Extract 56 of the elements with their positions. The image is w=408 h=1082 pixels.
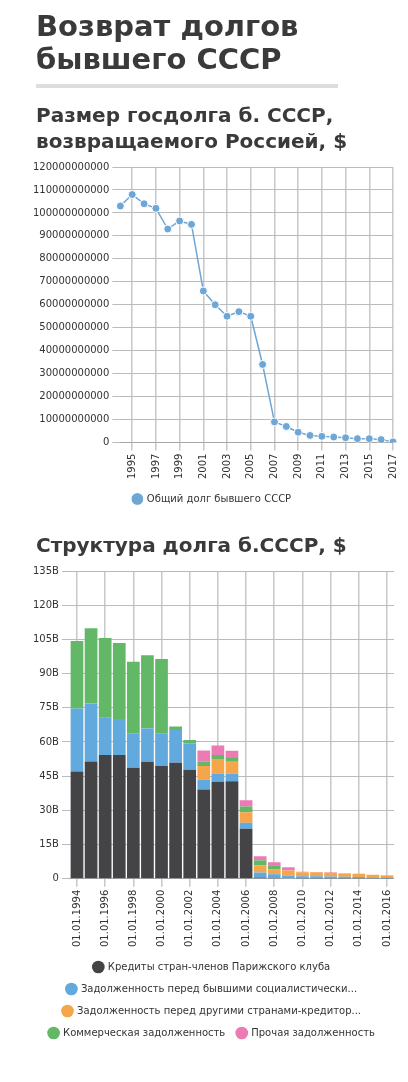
x-tick-label: 2005 (244, 453, 256, 479)
x-tick-label: 01.01.2004 (211, 889, 223, 948)
x-tick-label: 01.01.2016 (380, 889, 392, 948)
y-tick-label: 80000000000 (39, 252, 110, 264)
chart-title: Возврат долгов бывшего СССР (36, 9, 338, 88)
x-tick-label: 01.01.2000 (155, 889, 167, 948)
x-tick-label: 2017 (386, 453, 398, 479)
y-tick-label: 75B (39, 701, 60, 713)
x-tick-label: 2003 (220, 453, 232, 479)
x-tick-label: 2009 (291, 453, 303, 479)
chart-title: Структура долга б.СССР, $ (36, 532, 348, 558)
x-tick-label: 01.01.2008 (267, 889, 279, 948)
y-tick-label: 40000000000 (39, 344, 110, 356)
y-tick-label: 135B (32, 564, 60, 576)
chart-subtitle: Размер госдолга б. СССР, возвращаемого Россией, $ (36, 102, 349, 154)
x-tick-label: 01.01.1996 (98, 889, 110, 948)
x-tick-label: 2001 (196, 453, 208, 479)
x-tick-label: 01.01.2012 (324, 889, 336, 948)
y-tick-label: 30B (39, 803, 60, 815)
y-tick-label: 50000000000 (39, 321, 110, 333)
x-tick-label: 2013 (339, 453, 351, 479)
legend-label: Прочая задолженность (251, 1026, 376, 1038)
legend-label: Коммерческая задолженность (63, 1026, 226, 1038)
y-tick-label: 90000000000 (39, 229, 110, 241)
legend-label: Задолженность перед другими странами-кредитор... (76, 1004, 362, 1016)
y-tick-label: 105B (32, 632, 60, 644)
y-tick-label: 60000000000 (39, 298, 110, 310)
legend-label: Кредиты стран-членов Парижского клуба (107, 960, 331, 972)
y-tick-label: 0 (52, 872, 59, 884)
y-tick-label: 100000000000 (32, 206, 110, 218)
y-tick-label: 20000000000 (39, 390, 110, 402)
y-tick-label: 110000000000 (32, 183, 110, 195)
x-tick-label: 1997 (149, 453, 161, 479)
x-tick-label: 2007 (268, 453, 280, 479)
x-tick-label: 01.01.1994 (70, 889, 82, 948)
x-tick-label: 01.01.1998 (126, 889, 138, 948)
x-tick-label: 2015 (362, 453, 374, 479)
x-tick-label: 1999 (173, 453, 185, 479)
y-tick-label: 60B (39, 735, 60, 747)
x-tick-label: 01.01.2002 (183, 889, 195, 948)
y-tick-label: 45B (39, 769, 60, 781)
legend-label: Общий долг бывшего СССР (146, 492, 292, 504)
y-tick-label: 30000000000 (39, 367, 110, 379)
y-tick-label: 15B (39, 838, 60, 850)
y-tick-label: 10000000000 (39, 413, 110, 425)
y-tick-label: 70000000000 (39, 275, 110, 287)
legend-label: Задолженность перед бывшими социалистически... (80, 982, 358, 994)
x-tick-label: 01.01.2014 (352, 889, 364, 948)
y-tick-label: 120000000000 (32, 160, 110, 172)
y-tick-label: 90B (39, 667, 60, 679)
x-tick-label: 2011 (315, 453, 327, 479)
x-tick-label: 01.01.2010 (296, 889, 308, 948)
x-tick-label: 01.01.2006 (239, 889, 251, 948)
y-tick-label: 0 (102, 436, 110, 448)
y-tick-label: 120B (32, 598, 60, 610)
x-tick-label: 1995 (125, 453, 137, 479)
